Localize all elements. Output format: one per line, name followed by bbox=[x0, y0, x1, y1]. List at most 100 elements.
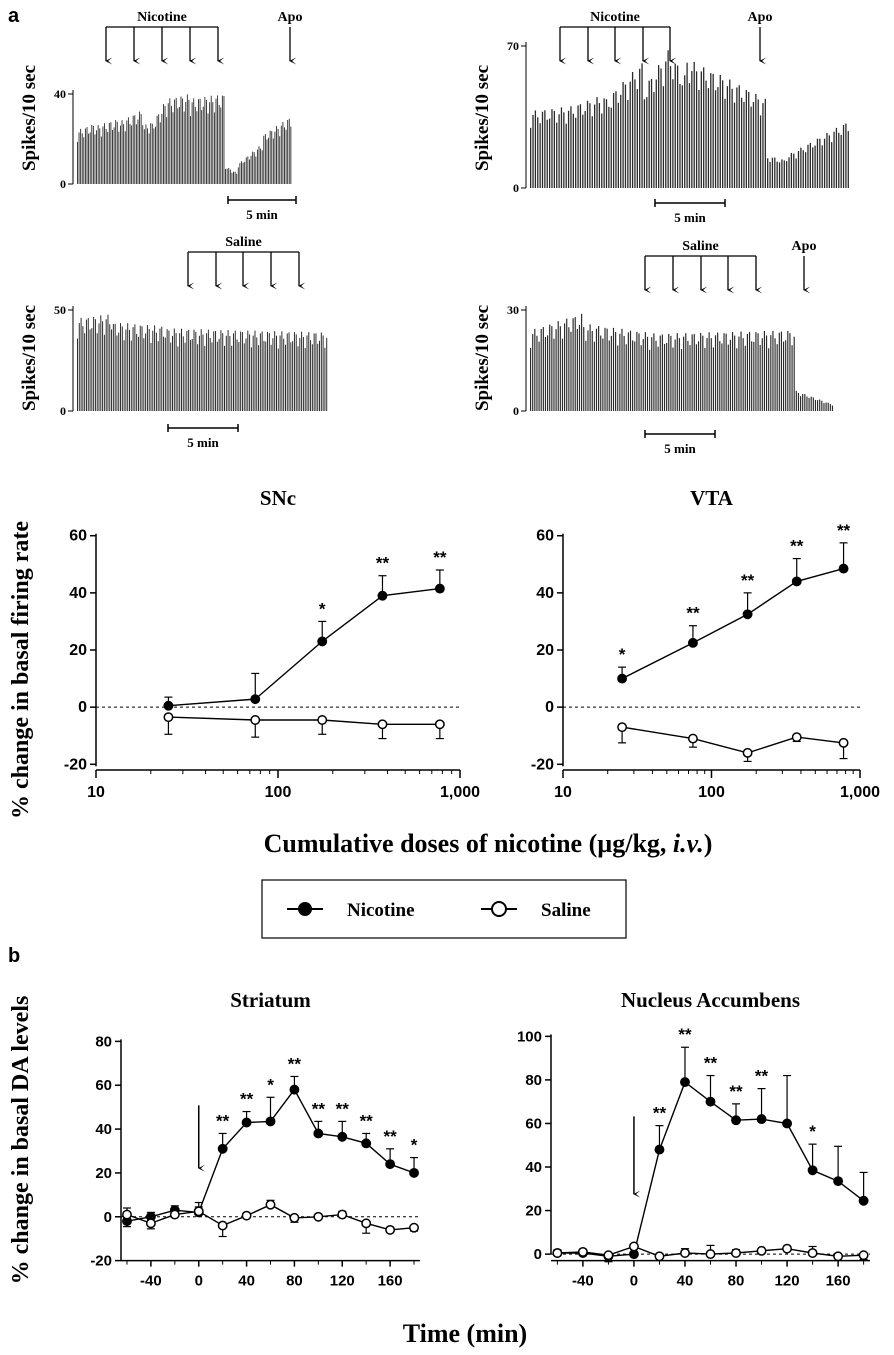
trace-bin bbox=[225, 335, 227, 411]
trace-bin bbox=[132, 327, 134, 411]
data-point-nicotine bbox=[217, 1143, 228, 1154]
trace-bin bbox=[217, 95, 219, 184]
trace-bin bbox=[142, 125, 144, 184]
trace-bin bbox=[91, 328, 93, 411]
data-point-saline bbox=[552, 1248, 563, 1258]
trace-bin bbox=[148, 133, 150, 184]
trace-bin bbox=[170, 342, 172, 411]
trace-bin bbox=[536, 335, 538, 411]
trace-bin bbox=[224, 345, 225, 411]
trace-bin bbox=[279, 136, 281, 184]
trace-bin bbox=[697, 341, 700, 411]
trace-bin bbox=[310, 340, 312, 411]
significance-marker: ** bbox=[755, 1067, 769, 1086]
arrow-group-label: Nicotine bbox=[590, 10, 640, 25]
trace-bin bbox=[146, 325, 148, 411]
trace-bin bbox=[659, 335, 661, 411]
trace-bin bbox=[565, 123, 567, 188]
trace-bin bbox=[642, 339, 644, 411]
data-point-nicotine bbox=[742, 609, 753, 620]
trace-bin bbox=[150, 123, 152, 184]
trace-bin bbox=[622, 82, 624, 188]
trace-bin bbox=[587, 330, 589, 411]
trace-bin bbox=[277, 348, 279, 411]
trace-bin bbox=[127, 323, 129, 411]
trace-bin bbox=[691, 71, 693, 188]
trace-bin bbox=[100, 136, 102, 184]
trace-bin bbox=[137, 336, 139, 411]
x-tick-label: 160 bbox=[826, 1273, 851, 1290]
data-point-saline bbox=[163, 712, 174, 723]
trace-bin bbox=[668, 333, 670, 411]
trace-bin bbox=[693, 334, 695, 411]
trace-bin bbox=[268, 333, 270, 411]
legend-saline-label: Saline bbox=[541, 900, 591, 921]
trace-bin bbox=[563, 112, 565, 188]
trace-bin bbox=[641, 63, 643, 189]
trace-bin bbox=[175, 333, 177, 411]
trace-bin bbox=[252, 151, 254, 184]
trace-bin bbox=[706, 338, 708, 411]
trace-bin bbox=[556, 122, 558, 188]
trace-bin bbox=[143, 129, 145, 184]
trace-bin bbox=[793, 336, 795, 411]
trace-bin bbox=[759, 344, 761, 411]
scale-bar-label: 5 min bbox=[187, 435, 219, 450]
legend: Nicotine Saline bbox=[261, 879, 627, 939]
trace-bin bbox=[608, 106, 610, 188]
dose-y-axis-label: % change in basal firing rate bbox=[8, 521, 34, 819]
y-tick-label: -20 bbox=[531, 756, 554, 773]
trace-bin bbox=[126, 120, 128, 184]
trace-bin bbox=[89, 132, 91, 184]
trace-bin bbox=[270, 344, 272, 411]
dose-x-axis-label-route: i.v. bbox=[673, 829, 704, 858]
trace-bin bbox=[755, 93, 757, 188]
trace-bin bbox=[128, 329, 130, 411]
dose-x-axis-label-prefix: Cumulative doses of nicotine ( bbox=[264, 829, 598, 858]
trace-bin bbox=[782, 341, 785, 411]
trace-bin bbox=[802, 394, 804, 411]
y-tick-label: 20 bbox=[95, 1165, 112, 1182]
data-point-nicotine bbox=[838, 563, 849, 574]
trace-bin bbox=[733, 102, 736, 188]
trace-bin bbox=[88, 133, 90, 184]
trace-bin bbox=[207, 113, 209, 184]
trace-bin bbox=[589, 103, 591, 188]
trace-bin bbox=[231, 172, 233, 184]
x-tick-label: 80 bbox=[286, 1273, 303, 1290]
y-tick-label: 20 bbox=[69, 642, 87, 659]
trace-bin bbox=[143, 338, 145, 411]
trace-bin bbox=[220, 330, 222, 411]
trace-bin bbox=[199, 98, 201, 184]
trace-bin bbox=[148, 329, 150, 411]
trace-bin bbox=[221, 95, 223, 184]
trace-bin bbox=[218, 338, 220, 411]
trace-bin bbox=[125, 329, 127, 411]
data-point-saline bbox=[434, 719, 445, 730]
trace-bin bbox=[755, 332, 757, 411]
trace-bin bbox=[776, 344, 778, 411]
trace-bin bbox=[726, 86, 729, 188]
trace-bin bbox=[207, 329, 209, 411]
data-point-nicotine bbox=[687, 637, 698, 648]
trace-bin bbox=[102, 126, 104, 184]
data-point-saline bbox=[265, 1199, 276, 1210]
trace-bin bbox=[193, 98, 195, 184]
trace-bin bbox=[598, 326, 600, 411]
data-point-nicotine bbox=[731, 1115, 741, 1126]
trace-bin bbox=[102, 321, 104, 411]
x-tick-label: 100 bbox=[265, 784, 292, 801]
trace-bin bbox=[674, 339, 676, 411]
trace-bin bbox=[194, 106, 196, 184]
trace-bin bbox=[568, 327, 570, 411]
significance-marker: ** bbox=[433, 548, 447, 567]
trace-bin bbox=[643, 99, 646, 188]
trace-bin bbox=[268, 137, 270, 184]
data-point-saline bbox=[838, 737, 849, 748]
trace-bin bbox=[228, 167, 230, 184]
x-tick-label: 160 bbox=[378, 1273, 403, 1290]
trace-bin bbox=[213, 331, 215, 411]
trace-bin bbox=[778, 332, 780, 411]
trace-bin bbox=[658, 65, 660, 188]
trace-bin bbox=[105, 319, 107, 411]
